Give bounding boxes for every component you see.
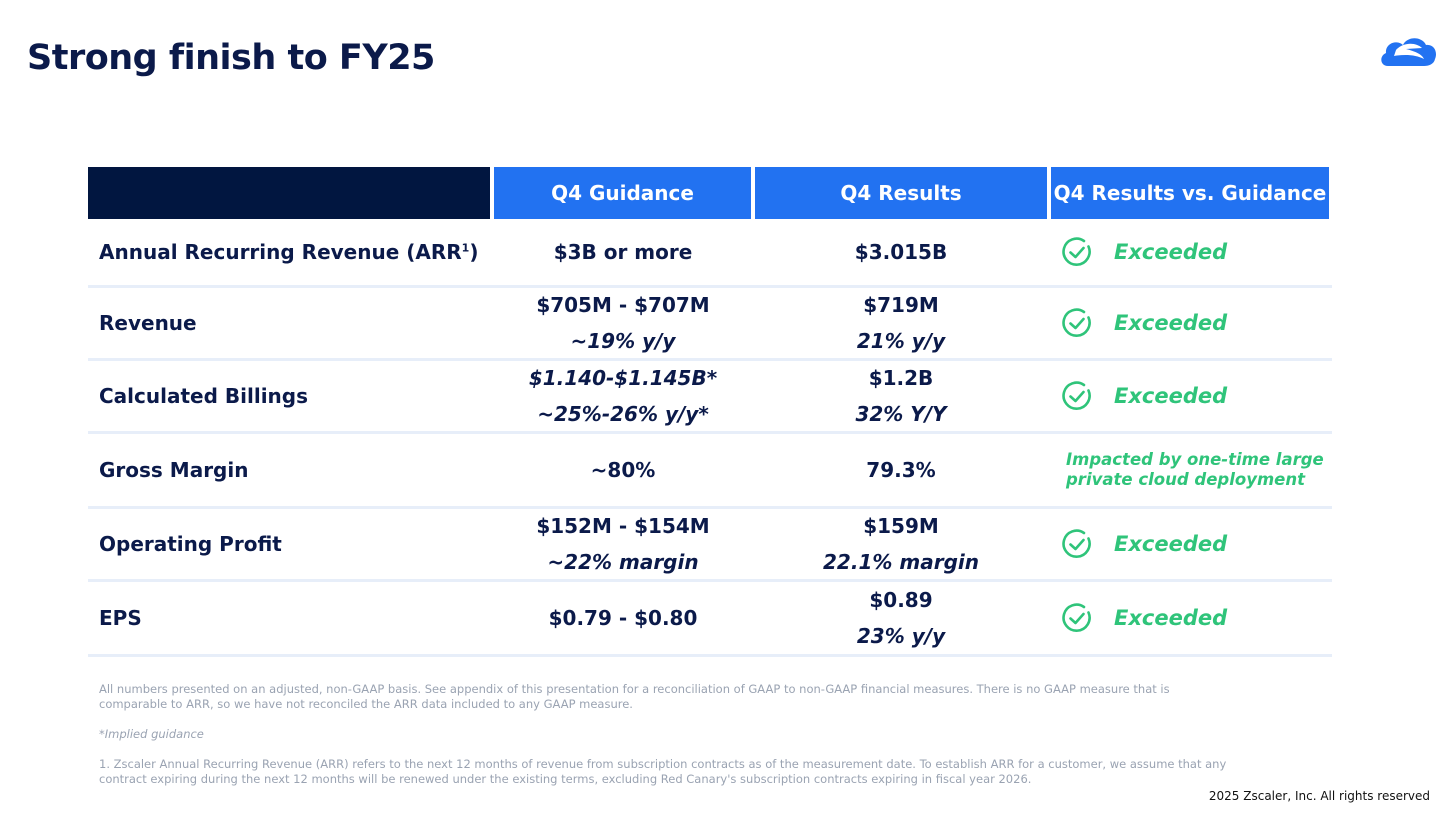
guidance-value: $705M - $707M ~19% y/y [493,288,753,358]
metric-text: Annual Recurring Revenue (ARR1) [99,240,479,264]
result-line-2: 21% y/y [856,329,946,353]
copyright-text: 2025 Zscaler, Inc. All rights reserved [1208,789,1430,803]
metric-label: Revenue [99,288,499,358]
guidance-line-1: ~80% [590,458,656,482]
guidance-line-2: ~22% margin [547,550,699,574]
guidance-line-2: ~25%-26% y/y* [537,402,709,426]
result-line-1: $1.2B [868,366,934,390]
table-row-operating-profit: Operating Profit $152M - $154M ~22% marg… [88,509,1332,582]
status-exceeded: Exceeded [1114,606,1228,630]
guidance-value: $3B or more [493,219,753,285]
metric-text: EPS [99,606,142,630]
status-exceeded: Exceeded [1114,240,1228,264]
note-line-2: private cloud deployment [1066,470,1305,489]
guidance-line-1: $152M - $154M [536,514,710,538]
result-line-1: $159M [863,514,939,538]
footnote-implied-guidance: *Implied guidance [99,727,204,741]
status-exceeded: Exceeded [1114,311,1228,335]
guidance-value: $0.79 - $0.80 [493,582,753,654]
vs-guidance-status: Exceeded [1050,219,1332,285]
footnote-arr-definition: 1. Zscaler Annual Recurring Revenue (ARR… [99,757,1227,786]
zscaler-cloud-logo-icon [1381,38,1436,66]
footnote-basis: All numbers presented on an adjusted, no… [99,682,1170,711]
table-row-arr: Annual Recurring Revenue (ARR1) $3B or m… [88,219,1332,288]
metric-label: Annual Recurring Revenue (ARR1) [99,219,499,285]
status-impacted-note: Impacted by one-time large private cloud… [1066,450,1324,490]
table-row-billings: Calculated Billings $1.140-$1.145B* ~25%… [88,361,1332,434]
check-circle-icon [1062,237,1091,266]
result-line-1: $3.015B [854,240,948,264]
result-value: $719M 21% y/y [755,288,1047,358]
metric-text: Revenue [99,311,197,335]
result-value: $1.2B 32% Y/Y [755,361,1047,431]
guidance-line-1: $0.79 - $0.80 [548,606,698,630]
guidance-line-1: $1.140-$1.145B* [528,366,718,390]
header-q4-guidance: Q4 Guidance [494,167,751,219]
result-line-2: 32% Y/Y [855,402,947,426]
result-line-1: 79.3% [866,458,936,482]
vs-guidance-status: Exceeded [1050,361,1332,431]
check-circle-icon [1062,308,1091,337]
metric-label: Gross Margin [99,434,499,506]
metric-text: Operating Profit [99,532,282,556]
guidance-value: $1.140-$1.145B* ~25%-26% y/y* [493,361,753,431]
guidance-value: $152M - $154M ~22% margin [493,509,753,579]
guidance-value: ~80% [493,434,753,506]
metric-text: Gross Margin [99,458,249,482]
metric-text: Calculated Billings [99,384,309,408]
vs-guidance-status: Exceeded [1050,509,1332,579]
metric-label: Calculated Billings [99,361,499,431]
guidance-line-2: ~19% y/y [570,329,676,353]
status-exceeded: Exceeded [1114,532,1228,556]
vs-guidance-status: Exceeded [1050,582,1332,654]
note-line-1: Impacted by one-time large [1066,450,1324,469]
header-q4-results: Q4 Results [755,167,1047,219]
metric-label: EPS [99,582,499,654]
table-row-gross-margin: Gross Margin ~80% 79.3% Impacted by one-… [88,434,1332,509]
result-line-2: 23% y/y [856,624,946,648]
guidance-line-1: $3B or more [553,240,693,264]
result-line-2: 22.1% margin [823,550,979,574]
page-title: Strong finish to FY25 [27,38,435,78]
status-exceeded: Exceeded [1114,384,1228,408]
guidance-line-1: $705M - $707M [536,293,710,317]
table-row-revenue: Revenue $705M - $707M ~19% y/y $719M 21%… [88,288,1332,361]
check-circle-icon [1062,529,1091,558]
result-value: $159M 22.1% margin [755,509,1047,579]
check-circle-icon [1062,603,1091,632]
check-circle-icon [1062,381,1091,410]
result-value: $3.015B [755,219,1047,285]
result-line-1: $719M [863,293,939,317]
vs-guidance-status: Impacted by one-time large private cloud… [1050,434,1332,506]
result-value: $0.89 23% y/y [755,582,1047,654]
header-blank-cell [88,167,490,219]
result-line-1: $0.89 [869,588,933,612]
table-row-eps: EPS $0.79 - $0.80 $0.89 23% y/y Exceeded [88,582,1332,657]
table-header-row: Q4 Guidance Q4 Results Q4 Results vs. Gu… [88,167,1332,219]
result-value: 79.3% [755,434,1047,506]
vs-guidance-status: Exceeded [1050,288,1332,358]
header-results-vs-guidance: Q4 Results vs. Guidance [1051,167,1329,219]
footnotes: All numbers presented on an adjusted, no… [99,682,1229,802]
metric-label: Operating Profit [99,509,499,579]
